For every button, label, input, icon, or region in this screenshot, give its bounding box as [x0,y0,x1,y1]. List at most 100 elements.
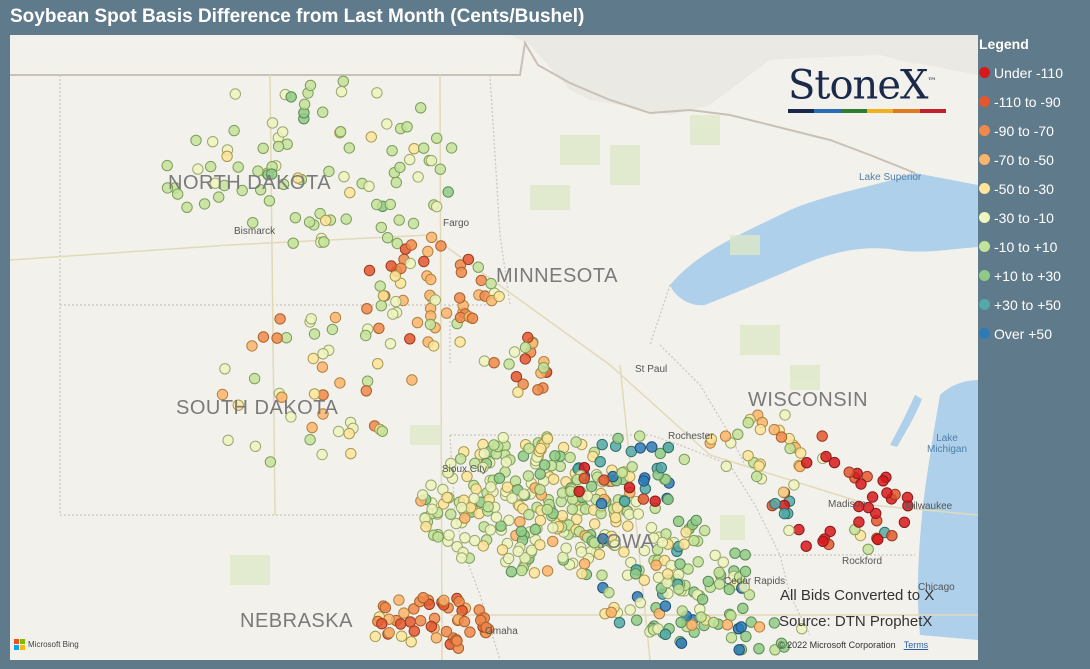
bid-marker[interactable] [881,487,893,499]
bid-marker[interactable] [408,603,420,615]
bid-marker[interactable] [376,425,388,437]
bid-marker[interactable] [454,336,466,348]
bid-marker[interactable] [304,434,316,446]
bid-marker[interactable] [506,492,518,504]
bid-marker[interactable] [720,460,732,472]
bid-marker[interactable] [198,198,211,210]
bid-marker[interactable] [862,543,874,555]
bid-marker[interactable] [470,483,482,495]
bid-marker[interactable] [428,340,440,352]
bid-marker[interactable] [528,567,541,579]
bid-marker[interactable] [340,213,352,225]
bid-marker[interactable] [500,456,512,468]
bid-marker[interactable] [425,273,437,286]
bid-marker[interactable] [337,75,349,87]
bid-marker[interactable] [775,637,788,649]
bid-marker[interactable] [374,280,386,292]
bid-marker[interactable] [221,150,233,163]
bid-marker[interactable] [843,466,855,478]
bid-marker[interactable] [526,544,538,556]
bid-marker[interactable] [820,450,832,463]
bid-marker[interactable] [597,533,609,545]
bid-marker[interactable] [371,87,383,99]
bid-marker[interactable] [393,214,405,226]
bid-marker[interactable] [737,602,749,614]
bid-marker[interactable] [408,143,420,155]
bid-marker[interactable] [431,132,443,144]
bid-marker[interactable] [394,161,406,174]
bid-marker[interactable] [405,239,418,251]
bid-marker[interactable] [285,91,297,103]
bid-marker[interactable] [598,474,610,486]
bid-marker[interactable] [739,549,751,561]
bid-marker[interactable] [618,546,630,558]
bid-marker[interactable] [379,601,392,614]
bid-marker[interactable] [678,538,690,550]
bid-marker[interactable] [430,632,443,644]
bid-marker[interactable] [503,358,515,370]
bid-marker[interactable] [369,630,381,643]
bid-marker[interactable] [751,470,763,483]
bid-marker[interactable] [316,448,328,461]
bid-marker[interactable] [653,607,666,620]
bid-marker[interactable] [634,430,646,442]
bid-marker[interactable] [622,520,634,532]
bid-marker[interactable] [501,481,514,493]
bid-marker[interactable] [485,277,497,290]
bid-marker[interactable] [638,475,650,487]
bid-marker[interactable] [384,338,397,350]
bid-marker[interactable] [181,201,193,214]
bid-marker[interactable] [458,615,471,628]
bid-marker[interactable] [613,617,626,629]
bid-marker[interactable] [398,607,410,619]
bid-marker[interactable] [192,163,204,175]
bid-marker[interactable] [493,290,505,303]
bid-marker[interactable] [777,486,790,498]
bid-marker[interactable] [632,508,644,520]
bid-marker[interactable] [316,361,329,373]
bid-marker[interactable] [493,472,506,484]
bid-marker[interactable] [595,497,608,510]
bid-marker[interactable] [596,438,608,451]
bid-marker[interactable] [626,461,638,473]
bid-marker[interactable] [784,442,796,455]
bid-marker[interactable] [824,525,836,538]
bid-marker[interactable] [393,594,405,606]
bid-marker[interactable] [480,621,492,634]
bid-marker[interactable] [372,358,384,370]
bid-marker[interactable] [252,165,264,177]
bid-marker[interactable] [389,270,401,282]
bid-marker[interactable] [469,534,481,547]
bid-marker[interactable] [547,473,560,485]
bid-marker[interactable] [464,626,476,638]
bid-marker[interactable] [272,140,285,153]
bid-marker[interactable] [549,450,561,462]
bid-marker[interactable] [753,643,765,655]
legend-item[interactable]: +10 to +30 [979,261,1087,290]
bid-marker[interactable] [655,462,667,474]
bid-marker[interactable] [414,615,427,627]
bid-marker[interactable] [817,535,829,547]
bid-marker[interactable] [515,525,527,538]
bid-marker[interactable] [461,470,473,483]
bid-marker[interactable] [519,353,531,365]
bid-marker[interactable] [603,586,615,599]
bid-marker[interactable] [508,346,521,358]
bid-marker[interactable] [229,88,242,100]
bid-marker[interactable] [828,456,841,469]
bid-marker[interactable] [593,548,606,560]
bid-marker[interactable] [472,261,484,273]
bid-marker[interactable] [862,501,875,514]
bid-marker[interactable] [216,388,229,401]
bid-marker[interactable] [707,616,720,629]
bid-marker[interactable] [735,621,747,633]
bid-marker[interactable] [435,240,447,252]
bid-marker[interactable] [401,121,413,133]
bid-marker[interactable] [434,163,446,175]
bid-marker[interactable] [517,450,530,462]
bid-marker[interactable] [292,172,304,184]
bid-marker[interactable] [266,168,278,180]
bid-marker[interactable] [609,539,621,551]
bid-marker[interactable] [709,549,721,561]
bid-marker[interactable] [541,503,553,516]
